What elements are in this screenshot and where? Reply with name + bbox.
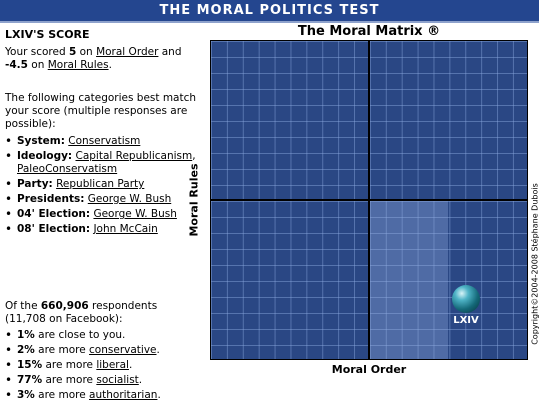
category-04-election: 04' Election: George W. Bush [5, 208, 200, 221]
score-summary: Your scored 5 on Moral Order and -4.5 on… [5, 46, 182, 71]
score-panel: LXIV'S SCORE Your scored 5 on Moral Orde… [5, 28, 200, 238]
moral-rules-link[interactable]: Moral Rules [47, 59, 109, 71]
respondents-intro: Of the 660,906 respondents (11,708 on Fa… [5, 300, 158, 325]
moral-rules-value: -4.5 [5, 59, 28, 71]
respondent-socialist: 77% are more socialist. [5, 374, 200, 387]
score-highlight-region [369, 200, 448, 359]
system-link[interactable]: Conservatism [68, 135, 141, 147]
respondents-list: 1% are close to you. 2% are more conserv… [5, 329, 200, 402]
copyright-notice: Copyright©2004-2008 Stéphane Dubois [530, 183, 539, 345]
respondent-authoritarian: 3% are more authoritarian. [5, 389, 200, 402]
x-axis-label: Moral Order [331, 363, 407, 376]
category-system: System: Conservatism [5, 135, 200, 148]
moral-order-link[interactable]: Moral Order [96, 46, 159, 58]
horizontal-axis-line [211, 199, 527, 201]
category-ideology: Ideology: Capital Republicanism,PaleoCon… [5, 150, 200, 176]
page-banner: THE MORAL POLITICS TEST [0, 0, 539, 23]
election-08-link[interactable]: John McCain [93, 223, 158, 235]
matrix-title: The Moral Matrix ® [297, 24, 441, 39]
score-marker [452, 284, 480, 313]
category-presidents: Presidents: George W. Bush [5, 193, 200, 206]
ideology-link-capital-republicanism[interactable]: Capital Republicanism [75, 150, 193, 162]
category-08-election: 08' Election: John McCain [5, 223, 200, 236]
liberal-link[interactable]: liberal [96, 359, 129, 371]
moral-matrix-plot: LXIV [210, 40, 528, 360]
authoritarian-link[interactable]: authoritarian [89, 389, 158, 401]
category-list: System: Conservatism Ideology: Capital R… [5, 135, 200, 236]
respondent-liberal: 15% are more liberal. [5, 359, 200, 372]
categories-intro: The following categories best match your… [5, 92, 197, 130]
party-link[interactable]: Republican Party [56, 178, 145, 190]
socialist-link[interactable]: socialist [96, 374, 139, 386]
ideology-link-paleoconservatism[interactable]: PaleoConservatism [17, 163, 118, 175]
category-party: Party: Republican Party [5, 178, 200, 191]
moral-order-value: 5 [68, 46, 77, 58]
respondent-close: 1% are close to you. [5, 329, 200, 342]
score-marker-label: LXIV [453, 314, 479, 326]
y-axis-label: Moral Rules [187, 163, 201, 237]
presidents-link[interactable]: George W. Bush [87, 193, 172, 205]
score-heading: LXIV'S SCORE [5, 28, 90, 41]
election-04-link[interactable]: George W. Bush [93, 208, 177, 220]
conservative-link[interactable]: conservative [89, 344, 157, 356]
respondents-count: 660,906 [40, 300, 89, 312]
respondents-panel: Of the 660,906 respondents (11,708 on Fa… [5, 300, 200, 404]
respondent-conservative: 2% are more conservative. [5, 344, 200, 357]
